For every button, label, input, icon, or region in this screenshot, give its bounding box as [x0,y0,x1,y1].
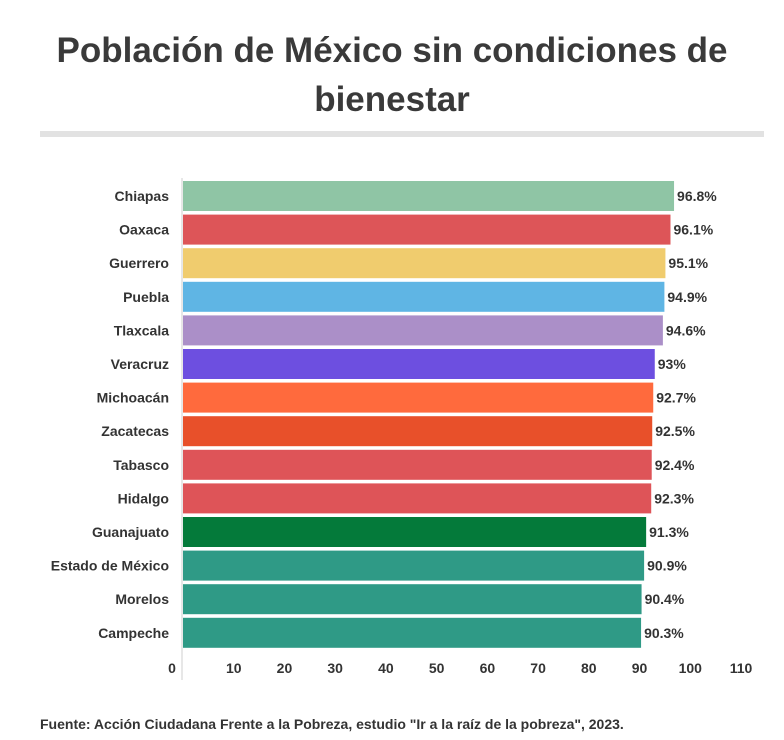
bar [183,416,653,447]
x-tick-label: 20 [277,660,293,676]
category-label: Guanajuato [92,524,169,540]
bar [183,449,652,480]
x-tick-label: 40 [378,660,394,676]
category-labels-group: Chiapas Oaxaca Guerrero Puebla Tlaxcala Verac… [51,188,169,641]
x-tick-label: 110 [730,660,753,676]
value-labels-group: 96.8% 96.1% 95.1% 94.9% 94.6% 93% 92.7% 92.5% 92… [644,188,717,641]
category-label: Hidalgo [118,490,169,506]
value-label: 91.3% [649,524,689,540]
value-label: 95.1% [668,255,708,271]
bar [183,181,675,211]
category-label: Puebla [123,289,169,305]
title-divider [40,131,764,137]
bar [183,281,665,312]
bar [183,584,642,615]
bar [183,315,663,346]
x-tick-label: 60 [480,660,496,676]
value-label: 96.8% [677,188,717,204]
category-label: Campeche [98,625,169,641]
value-label: 90.4% [645,591,685,607]
x-tick-label: 30 [327,660,343,676]
bar [183,483,652,514]
category-label: Michoacán [97,390,169,406]
source-note: Fuente: Acción Ciudadana Frente a la Pob… [40,716,624,732]
x-tick-label: 90 [632,660,648,676]
chart-title: Población de México sin condiciones de b… [56,31,728,119]
category-label: Chiapas [115,188,170,204]
bar [183,550,645,581]
category-label: Oaxaca [119,222,169,238]
value-label: 92.5% [655,423,695,439]
value-label: 92.3% [654,490,694,506]
x-tick-label: 0 [168,660,176,676]
category-label: Estado de México [51,558,169,574]
bar-chart: Chiapas Oaxaca Guerrero Puebla Tlaxcala Verac… [51,178,753,680]
value-label: 94.6% [666,322,706,338]
bar [183,617,642,648]
bar [183,214,671,245]
category-label: Veracruz [111,356,169,372]
value-label: 96.1% [673,222,713,238]
x-tick-label: 100 [679,660,703,676]
x-tick-label: 80 [581,660,597,676]
value-label: 90.9% [647,558,687,574]
category-label: Tabasco [113,457,169,473]
bars-group [183,181,675,648]
bar [183,349,655,379]
x-tick-label: 50 [429,660,445,676]
category-label: Tlaxcala [114,322,169,338]
bar [183,248,666,279]
value-label: 92.4% [655,457,695,473]
value-label: 92.7% [656,390,696,406]
x-tick-label: 10 [226,660,242,676]
bar [183,382,654,413]
category-label: Morelos [115,591,169,607]
value-label: 93% [658,356,687,372]
category-label: Zacatecas [101,423,169,439]
x-tick-labels-group: 0 10 20 30 40 50 60 70 80 90 100 110 [168,660,752,676]
value-label: 94.9% [667,289,707,305]
category-label: Guerrero [109,255,169,271]
x-tick-label: 70 [530,660,546,676]
value-label: 90.3% [644,625,684,641]
bar [183,517,647,547]
